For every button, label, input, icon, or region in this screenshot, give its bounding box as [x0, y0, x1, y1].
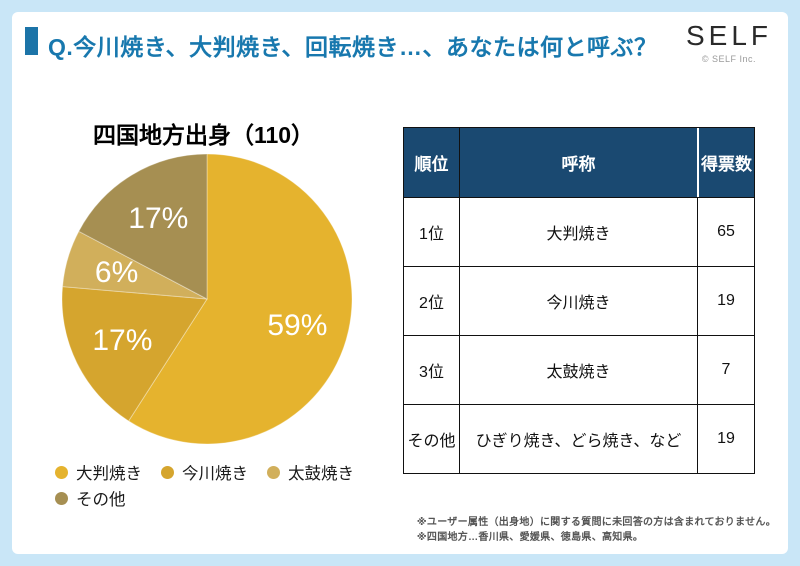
table-header-votes: 得票数: [697, 128, 754, 197]
logo-wordmark: SELF: [685, 20, 772, 51]
brand-logo: SELF © SELF Inc.: [686, 18, 772, 64]
table-cell-votes: 7: [697, 335, 754, 404]
table-cell-rank: 1位: [404, 197, 459, 266]
legend-swatch-icon: [267, 465, 280, 479]
title-accent-bar: [25, 27, 38, 55]
chart-legend: 大判焼き 今川焼き 太鼓焼き その他: [55, 460, 411, 510]
table-cell-votes: 19: [697, 404, 754, 473]
legend-item: 太鼓焼き: [267, 460, 354, 484]
footnote-line: ※四国地方…香川県、愛媛県、徳島県、高知県。: [416, 532, 644, 543]
legend-swatch-icon: [55, 465, 68, 479]
infographic-card: Q.今川焼き、大判焼き、回転焼き…、あなたは何と呼ぶ？ SELF © SELF …: [12, 12, 788, 554]
table-cell-name: 今川焼き: [459, 266, 697, 335]
table-header-name: 呼称: [459, 128, 697, 197]
footnote-line: ※ユーザー属性（出身地）に関する質問に未回答の方は含まれておりません。: [416, 517, 776, 528]
legend-item: 大判焼き: [55, 460, 142, 484]
pie-slice: [61, 230, 208, 300]
logo-copyright: © SELF Inc.: [701, 54, 757, 65]
pie-percent-label: 17%: [128, 202, 188, 235]
legend-label: 太鼓焼き: [288, 465, 354, 483]
pie-percent-label: 59%: [267, 309, 327, 342]
legend-item: その他: [55, 486, 126, 510]
pie-slice: [61, 286, 208, 422]
legend-label: 今川焼き: [182, 465, 248, 483]
table-cell-rank: 3位: [404, 335, 459, 404]
pie-percent-label: 6%: [95, 256, 138, 289]
pie-percent-label: 17%: [92, 324, 152, 357]
page-title: Q.今川焼き、大判焼き、回転焼き…、あなたは何と呼ぶ？: [48, 34, 658, 60]
footnotes: ※ユーザー属性（出身地）に関する質問に未回答の方は含まれておりません。 ※四国地…: [417, 515, 776, 545]
table-cell-votes: 19: [697, 266, 754, 335]
legend-swatch-icon: [161, 465, 174, 479]
table-header-rank: 順位: [404, 128, 459, 197]
pie-chart-container: 59% 17% 6% 17%: [61, 153, 353, 445]
table-cell-name: 大判焼き: [459, 197, 697, 266]
chart-title: 四国地方出身（110）: [92, 122, 315, 148]
pie-chart: 59% 17% 6% 17%: [61, 153, 353, 445]
legend-label: 大判焼き: [76, 465, 142, 483]
legend-swatch-icon: [55, 491, 68, 505]
legend-label: その他: [76, 491, 126, 509]
table-cell-name: 太鼓焼き: [459, 335, 697, 404]
table-cell-votes: 65: [697, 197, 754, 266]
pie-slice: [127, 153, 353, 445]
table-cell-rank: その他: [404, 404, 459, 473]
legend-item: 今川焼き: [161, 460, 248, 484]
pie-slice: [78, 153, 208, 300]
table-cell-name: ひぎり焼き、どら焼き、など: [459, 404, 697, 473]
table-cell-rank: 2位: [404, 266, 459, 335]
ranking-table: 順位 呼称 得票数 1位 大判焼き 65 2位 今川焼き 19 3位 太鼓焼き …: [403, 127, 755, 474]
